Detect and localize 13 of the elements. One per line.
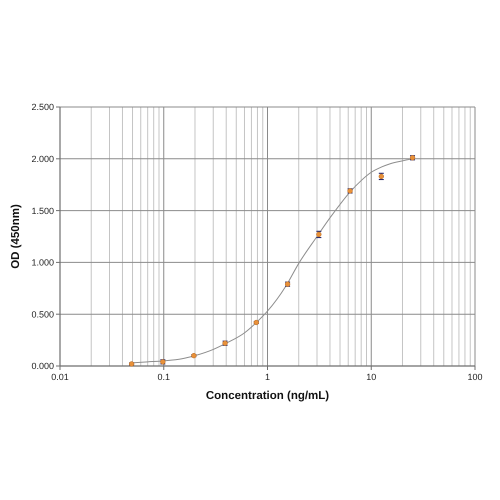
x-tick-label: 1	[264, 372, 270, 382]
y-tick-label: 0.500	[31, 309, 54, 320]
y-tick-label: 1.000	[31, 258, 54, 268]
x-tick-label: 0.1	[157, 372, 170, 382]
y-tick-label: 0.000	[31, 361, 54, 372]
x-tick-label: 100	[467, 372, 483, 382]
y-axis-title: OD (450nm)	[10, 204, 22, 269]
y-tick-label: 2.000	[31, 154, 54, 164]
y-tick-label: 1.500	[31, 206, 54, 216]
y-tick-label: 2.500	[31, 102, 54, 112]
x-tick-label: 10	[366, 372, 376, 382]
x-axis-title: Concentration (ng/mL)	[206, 390, 330, 402]
x-tick-label: 0.01	[51, 372, 69, 382]
